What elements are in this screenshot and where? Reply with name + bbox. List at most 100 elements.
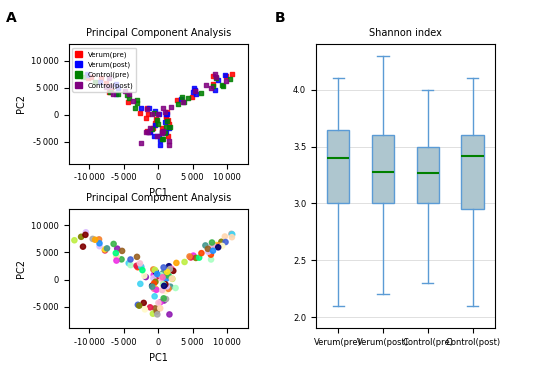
Point — [226, 76, 234, 82]
Point — [124, 260, 133, 266]
Title: Principal Component Analysis: Principal Component Analysis — [86, 193, 231, 203]
Point — [213, 243, 222, 249]
Point — [160, 109, 169, 115]
Point — [166, 124, 174, 130]
Point — [212, 75, 221, 81]
Point — [177, 96, 185, 101]
Point — [197, 250, 206, 256]
Point — [217, 239, 226, 245]
Point — [162, 118, 171, 124]
Point — [162, 283, 171, 289]
Point — [159, 270, 168, 276]
Point — [163, 269, 172, 275]
Point — [122, 92, 131, 98]
Point — [153, 133, 162, 139]
Point — [150, 293, 159, 299]
Point — [208, 248, 217, 254]
Point — [160, 130, 169, 136]
Point — [158, 130, 167, 136]
Point — [221, 239, 230, 245]
Point — [97, 75, 106, 81]
Point — [180, 259, 189, 265]
Point — [150, 280, 158, 286]
Point — [95, 240, 104, 246]
Point — [204, 249, 213, 255]
Point — [161, 129, 170, 135]
Point — [228, 231, 236, 237]
Point — [155, 133, 164, 139]
Point — [142, 106, 151, 112]
Point — [112, 81, 121, 87]
Point — [165, 311, 174, 317]
PathPatch shape — [461, 135, 484, 209]
Point — [133, 254, 141, 260]
Point — [160, 283, 168, 289]
Point — [208, 242, 217, 248]
Point — [190, 87, 199, 93]
Point — [107, 87, 116, 93]
Point — [218, 83, 227, 89]
Point — [159, 282, 168, 287]
Point — [165, 142, 174, 148]
Text: A: A — [6, 11, 16, 25]
Point — [109, 241, 118, 247]
Point — [135, 261, 144, 266]
Point — [149, 266, 158, 272]
Point — [160, 295, 168, 301]
Point — [214, 242, 223, 248]
Point — [208, 81, 217, 87]
Point — [114, 91, 123, 97]
Point — [168, 276, 177, 282]
Point — [101, 80, 110, 86]
Text: B: B — [275, 11, 285, 25]
Point — [151, 286, 160, 292]
Point — [178, 99, 187, 105]
Point — [154, 121, 163, 127]
Point — [95, 243, 104, 249]
Point — [141, 129, 150, 135]
Point — [91, 237, 100, 243]
Point — [164, 286, 173, 292]
Point — [86, 74, 95, 80]
Point — [191, 255, 200, 261]
Point — [167, 266, 176, 272]
Point — [136, 106, 145, 111]
Point — [191, 91, 200, 97]
Point — [90, 79, 99, 85]
Point — [101, 248, 109, 254]
Point — [159, 281, 168, 287]
Point — [70, 237, 79, 243]
Point — [142, 128, 151, 134]
Point — [148, 283, 157, 289]
Point — [148, 284, 157, 290]
Point — [154, 300, 163, 306]
Point — [153, 271, 162, 277]
Title: Principal Component Analysis: Principal Component Analysis — [86, 28, 231, 38]
Point — [212, 242, 221, 248]
Point — [156, 299, 165, 305]
Point — [84, 75, 92, 81]
Point — [151, 267, 160, 273]
Point — [146, 304, 155, 310]
Point — [105, 83, 114, 89]
Point — [112, 253, 121, 259]
Point — [151, 120, 160, 126]
Y-axis label: PC2: PC2 — [15, 259, 26, 278]
Point — [104, 75, 113, 81]
Point — [159, 265, 168, 270]
Point — [164, 121, 173, 127]
Point — [158, 136, 167, 142]
Point — [191, 88, 200, 94]
Point — [135, 303, 144, 308]
Point — [228, 234, 236, 240]
X-axis label: PC1: PC1 — [149, 353, 168, 363]
Point — [150, 286, 158, 292]
Point — [153, 118, 162, 124]
Point — [138, 267, 147, 273]
Point — [158, 129, 167, 135]
Point — [133, 97, 141, 103]
Point — [227, 231, 236, 237]
Point — [153, 273, 162, 279]
Point — [196, 90, 205, 96]
Point — [164, 263, 173, 269]
